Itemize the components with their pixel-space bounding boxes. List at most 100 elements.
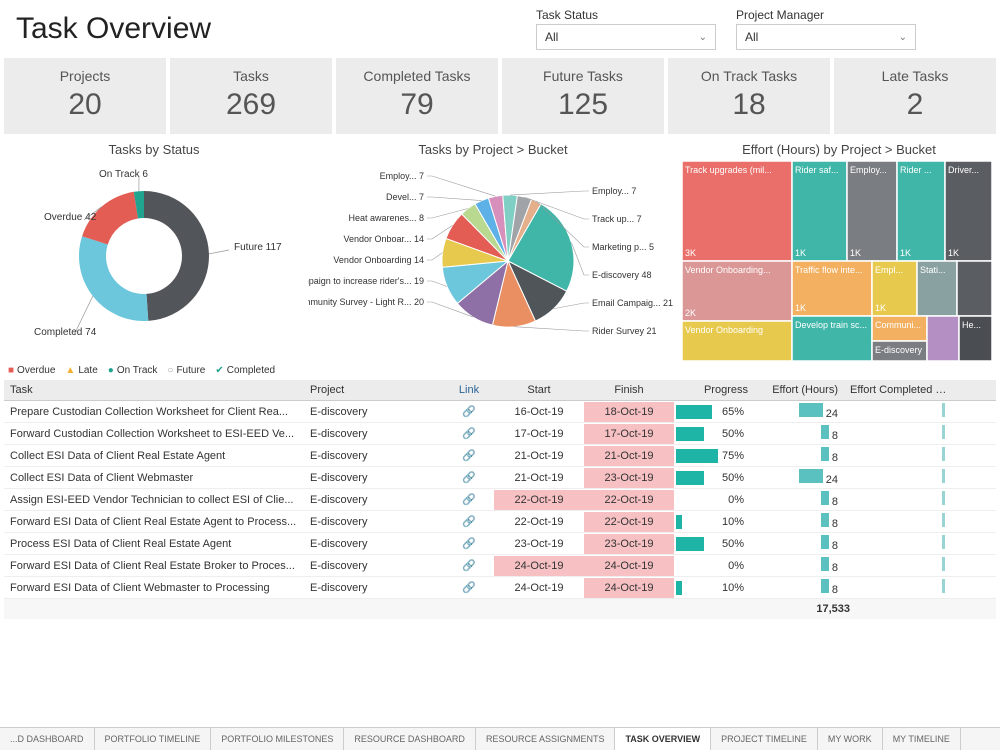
- dashboard-tab[interactable]: PROJECT TIMELINE: [711, 728, 818, 750]
- treemap-tile[interactable]: [682, 161, 792, 261]
- table-row[interactable]: Forward Custodian Collection Worksheet t…: [4, 423, 996, 445]
- treemap-label: Rider saf...: [795, 165, 839, 175]
- th-project[interactable]: Project: [304, 380, 444, 400]
- chevron-down-icon: ⌄: [699, 32, 707, 43]
- th-effort[interactable]: Effort (Hours): [754, 380, 844, 400]
- treemap-tile[interactable]: [957, 261, 992, 316]
- cell-finish: 21-Oct-19: [584, 446, 674, 466]
- legend-item[interactable]: ●On Track: [108, 365, 158, 376]
- treemap-label: Vendor Onboarding...: [685, 265, 771, 275]
- treemap-tile[interactable]: [945, 161, 992, 261]
- total-effort: 17,533: [760, 603, 850, 615]
- treemap-tile[interactable]: [927, 316, 959, 361]
- donut-chart[interactable]: Future 117Completed 74Overdue 42On Track…: [4, 161, 304, 346]
- kpi-value: 269: [174, 88, 328, 122]
- kpi-card[interactable]: Future Tasks125: [502, 58, 664, 134]
- dashboard-tab[interactable]: PORTFOLIO TIMELINE: [95, 728, 212, 750]
- table-row[interactable]: Forward ESI Data of Client Real Estate A…: [4, 511, 996, 533]
- dashboard-tab[interactable]: MY WORK: [818, 728, 883, 750]
- cell-finish: 22-Oct-19: [584, 512, 674, 532]
- cell-progress: 75%: [674, 446, 754, 466]
- cell-finish: 24-Oct-19: [584, 556, 674, 576]
- pie-label: Employ... 7: [592, 186, 636, 196]
- link-icon[interactable]: 🔗: [444, 533, 494, 554]
- cell-finish: 24-Oct-19: [584, 578, 674, 598]
- cell-start: 16-Oct-19: [494, 402, 584, 422]
- treemap-label: Develop train sc...: [795, 320, 867, 330]
- treemap-title: Effort (Hours) by Project > Bucket: [682, 142, 996, 157]
- table-row[interactable]: Forward ESI Data of Client Real Estate B…: [4, 555, 996, 577]
- kpi-card[interactable]: Late Tasks2: [834, 58, 996, 134]
- pie-label: Employ... 7: [380, 171, 424, 181]
- table-row[interactable]: Process ESI Data of Client Real Estate A…: [4, 533, 996, 555]
- kpi-card[interactable]: On Track Tasks18: [668, 58, 830, 134]
- cell-progress: 50%: [674, 534, 754, 554]
- table-row[interactable]: Collect ESI Data of Client Real Estate A…: [4, 445, 996, 467]
- link-icon[interactable]: 🔗: [444, 555, 494, 576]
- th-link[interactable]: Link: [444, 380, 494, 400]
- legend-item[interactable]: ■Overdue: [8, 365, 55, 376]
- pie-label: E-discovery 48: [592, 270, 652, 280]
- cell-task: Forward ESI Data of Client Webmaster to …: [4, 578, 304, 598]
- legend-item[interactable]: ○Future: [167, 365, 205, 376]
- treemap-label: Communi...: [875, 320, 921, 330]
- th-effc[interactable]: Effort Completed (H...: [844, 380, 954, 400]
- treemap-label: Track upgrades (mil...: [685, 165, 772, 175]
- legend-item[interactable]: ✔Completed: [215, 365, 275, 376]
- pie-label: Track up... 7: [592, 214, 642, 224]
- cell-finish: 18-Oct-19: [584, 402, 674, 422]
- legend-item[interactable]: ▲Late: [65, 365, 97, 376]
- dashboard-tab[interactable]: ...D DASHBOARD: [0, 728, 95, 750]
- dashboard-tab[interactable]: RESOURCE DASHBOARD: [344, 728, 476, 750]
- pie-label: Vendor Onboarding 14: [333, 255, 424, 265]
- cell-project: E-discovery: [304, 490, 444, 510]
- table-row[interactable]: Assign ESI-EED Vendor Technician to coll…: [4, 489, 996, 511]
- treemap-label: Driver...: [948, 165, 979, 175]
- dashboard-tab[interactable]: RESOURCE ASSIGNMENTS: [476, 728, 616, 750]
- dashboard-tab[interactable]: TASK OVERVIEW: [615, 728, 711, 750]
- link-icon[interactable]: 🔗: [444, 511, 494, 532]
- table-row[interactable]: Prepare Custodian Collection Worksheet f…: [4, 401, 996, 423]
- task-status-select[interactable]: All ⌄: [536, 24, 716, 50]
- kpi-value: 20: [8, 88, 162, 122]
- link-icon[interactable]: 🔗: [444, 489, 494, 510]
- link-icon[interactable]: 🔗: [444, 401, 494, 422]
- treemap-tile[interactable]: [792, 161, 847, 261]
- treemap-chart[interactable]: Track upgrades (mil...3KVendor Onboardin…: [682, 161, 992, 361]
- dashboard-tab[interactable]: PORTFOLIO MILESTONES: [211, 728, 344, 750]
- treemap-sub: 1K: [875, 303, 886, 313]
- th-finish[interactable]: Finish: [584, 380, 674, 400]
- cell-task: Forward Custodian Collection Worksheet t…: [4, 424, 304, 444]
- treemap-sub: 1K: [900, 248, 911, 258]
- donut-slice[interactable]: [79, 236, 148, 321]
- th-start[interactable]: Start: [494, 380, 584, 400]
- pie-label: Email Campaig... 21: [592, 298, 673, 308]
- cell-project: E-discovery: [304, 424, 444, 444]
- pie-chart[interactable]: Employ... 7Track up... 7Marketing p... 5…: [308, 161, 678, 361]
- link-icon[interactable]: 🔗: [444, 445, 494, 466]
- treemap-label: Vendor Onboarding: [685, 325, 763, 335]
- kpi-value: 125: [506, 88, 660, 122]
- pie-label: Email campaign to increase rider's... 19: [308, 276, 424, 286]
- cell-project: E-discovery: [304, 446, 444, 466]
- table-row[interactable]: Forward ESI Data of Client Webmaster to …: [4, 577, 996, 599]
- kpi-value: 2: [838, 88, 992, 122]
- cell-task: Collect ESI Data of Client Real Estate A…: [4, 446, 304, 466]
- cell-task: Forward ESI Data of Client Real Estate A…: [4, 512, 304, 532]
- link-icon[interactable]: 🔗: [444, 577, 494, 598]
- table-row[interactable]: Collect ESI Data of Client Webmaster E-d…: [4, 467, 996, 489]
- pm-select[interactable]: All ⌄: [736, 24, 916, 50]
- kpi-card[interactable]: Projects20: [4, 58, 166, 134]
- treemap-tile[interactable]: [847, 161, 897, 261]
- dashboard-tab[interactable]: MY TIMELINE: [883, 728, 961, 750]
- donut-slice[interactable]: [144, 191, 209, 321]
- th-progress[interactable]: Progress: [674, 380, 754, 400]
- treemap-sub: 1K: [795, 248, 806, 258]
- link-icon[interactable]: 🔗: [444, 467, 494, 488]
- cell-finish: 23-Oct-19: [584, 534, 674, 554]
- treemap-tile[interactable]: [897, 161, 945, 261]
- kpi-card[interactable]: Completed Tasks79: [336, 58, 498, 134]
- kpi-card[interactable]: Tasks269: [170, 58, 332, 134]
- th-task[interactable]: Task: [4, 380, 304, 400]
- link-icon[interactable]: 🔗: [444, 423, 494, 444]
